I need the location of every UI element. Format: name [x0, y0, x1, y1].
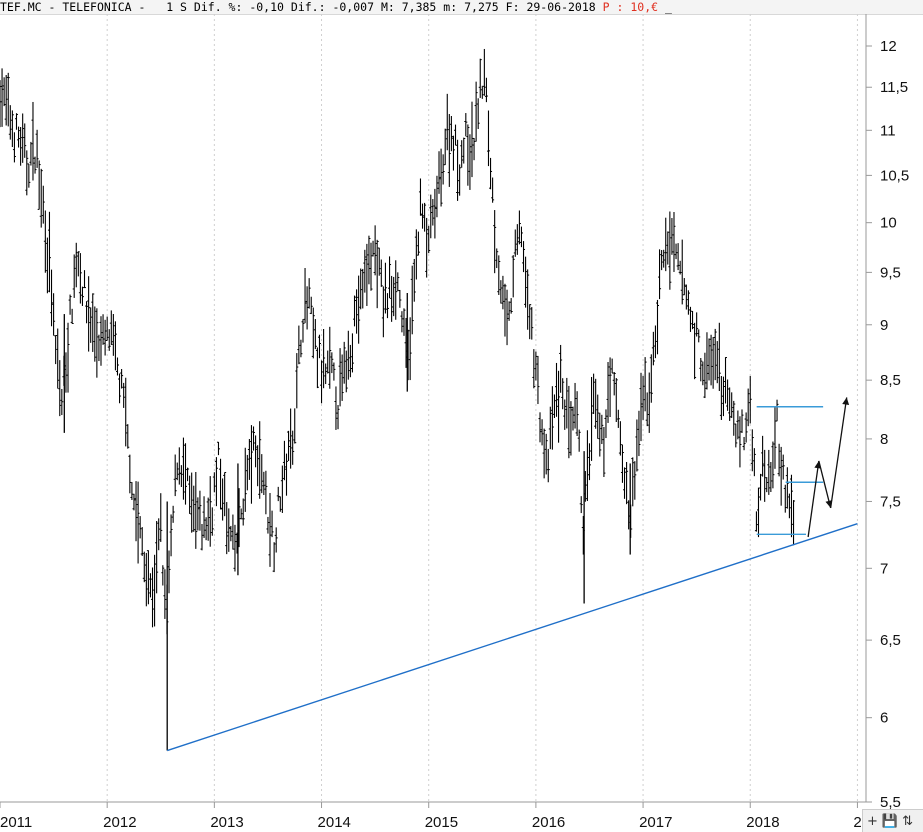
chart-grid: [106, 14, 858, 802]
y-tick-label: 7: [880, 560, 888, 577]
save-icon[interactable]: 💾: [881, 813, 899, 829]
y-tick-label: 10,5: [880, 167, 909, 184]
interval: 1 S: [166, 0, 187, 14]
projection-arrow-line: [829, 397, 848, 509]
price-bars: [0, 48, 796, 751]
dif-pct-value: -0,10: [249, 0, 284, 14]
dif-label: Dif.:: [290, 0, 326, 14]
y-tick-label: 11: [880, 122, 896, 139]
y-tick-label: 10: [880, 215, 897, 232]
projection-arrow-head: [814, 460, 822, 469]
chart-overlays: [166, 397, 858, 752]
y-tick-label: 9: [880, 317, 888, 334]
support-trendline: [166, 523, 858, 752]
dif-pct-label: Dif. %:: [193, 0, 243, 14]
ticker: TEF.MC: [0, 0, 42, 14]
zoom-icon[interactable]: ⇅: [902, 813, 913, 829]
chart-toolbar: + 💾 ⇅: [862, 809, 923, 832]
y-tick-label: 11,5: [880, 79, 908, 96]
x-tick-label: 2018: [746, 814, 779, 831]
y-tick-label: 6: [880, 710, 888, 727]
max-label: M:: [380, 0, 395, 14]
header-extra: _: [665, 0, 672, 14]
date-value: 29-06-2018: [526, 0, 596, 14]
max-value: 7,385: [401, 0, 437, 14]
x-tick-label: 2011: [0, 814, 32, 831]
price-label: P: [602, 0, 610, 14]
y-tick-label: 9,5: [880, 264, 901, 281]
y-tick-label: 8,5: [880, 372, 901, 389]
projection-arrow-head: [842, 397, 850, 406]
y-tick-label: 6,5: [880, 632, 901, 649]
quote-header: TEF.MC - TELEFONICA - 1 S Dif. %: -0,10 …: [0, 0, 923, 15]
min-value: 7,275: [464, 0, 499, 14]
y-tick-label: 8: [880, 431, 888, 448]
y-tick-label: 5,5: [880, 794, 901, 811]
x-tick-label: 2013: [210, 814, 243, 831]
projection-arrow-line: [818, 460, 832, 509]
date-label: F:: [505, 0, 520, 14]
x-tick-label: 2: [853, 814, 861, 831]
x-axis: 2011 2012 2013 2014 2015 2016 2017 2018 2: [0, 802, 862, 831]
x-tick-label: 2015: [425, 814, 458, 831]
x-tick-label: 2014: [318, 814, 351, 831]
y-tick-label: 7,5: [880, 493, 901, 510]
x-tick-label: 2012: [103, 814, 136, 831]
x-tick-label: 2016: [532, 814, 565, 831]
y-tick-label: 12: [880, 38, 897, 55]
dif-value: -0,007: [332, 0, 374, 14]
company-name: TELEFONICA: [62, 0, 132, 14]
y-axis: 12 11,5 11 10,5 10 9,5 9 8,5 8 7,5 7 6,5 6 5,5: [866, 38, 909, 811]
projection-arrow-line: [807, 460, 820, 538]
x-tick-label: 2017: [639, 814, 672, 831]
min-label: m:: [443, 0, 458, 14]
price-value: 10,€: [630, 0, 659, 14]
more-icon[interactable]: +: [867, 813, 878, 829]
